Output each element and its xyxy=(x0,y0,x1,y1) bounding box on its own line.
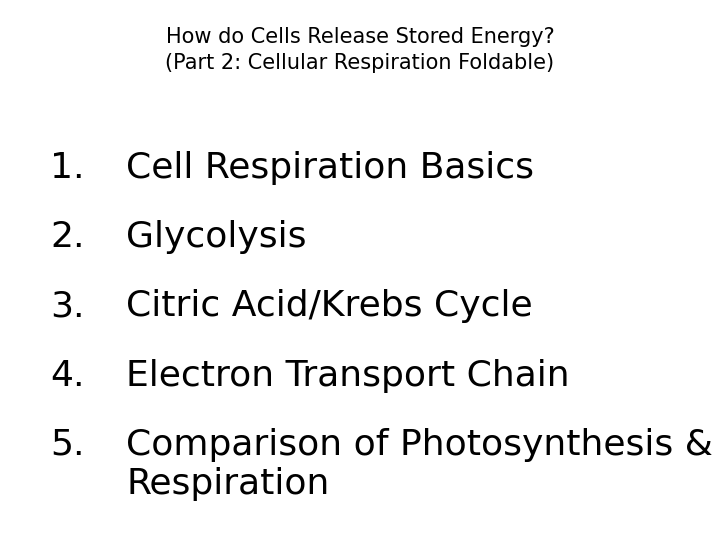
Text: Citric Acid/Krebs Cycle: Citric Acid/Krebs Cycle xyxy=(126,289,533,323)
Text: Comparison of Photosynthesis &
Respiration: Comparison of Photosynthesis & Respirati… xyxy=(126,428,713,501)
Text: 1.: 1. xyxy=(50,151,85,185)
Text: Cell Respiration Basics: Cell Respiration Basics xyxy=(126,151,534,185)
Text: How do Cells Release Stored Energy?
(Part 2: Cellular Respiration Foldable): How do Cells Release Stored Energy? (Par… xyxy=(166,27,554,72)
Text: Glycolysis: Glycolysis xyxy=(126,220,307,254)
Text: 2.: 2. xyxy=(50,220,85,254)
Text: 4.: 4. xyxy=(50,359,85,393)
Text: 3.: 3. xyxy=(50,289,85,323)
Text: 5.: 5. xyxy=(50,428,85,462)
Text: Electron Transport Chain: Electron Transport Chain xyxy=(126,359,570,393)
